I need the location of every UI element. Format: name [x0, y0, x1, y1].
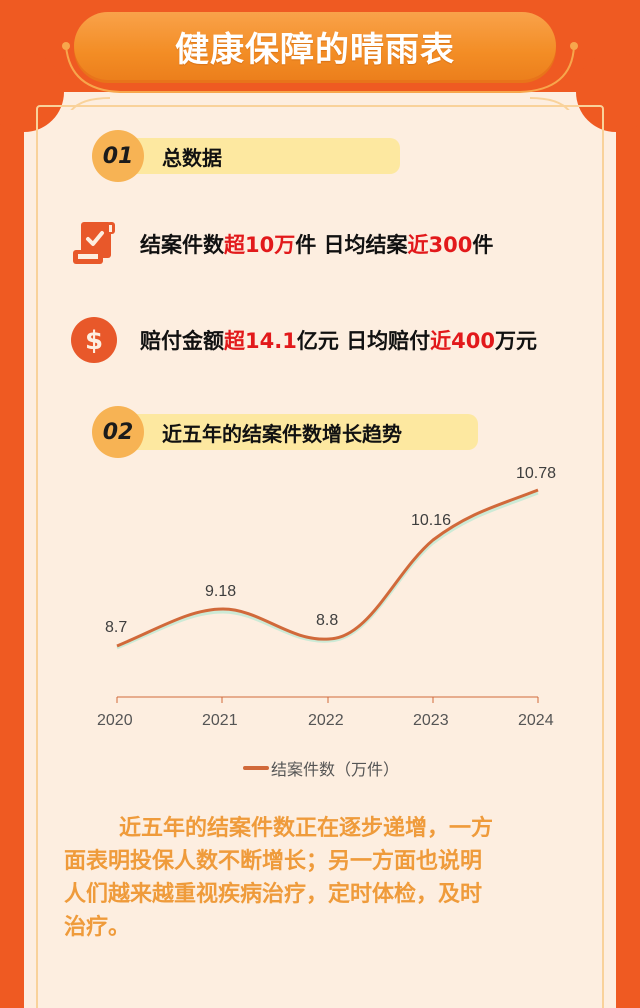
stat-highlight: 超10万	[224, 233, 296, 257]
stat-row-cases: 结案件数超10万件 日均结案近300件	[70, 220, 493, 268]
scroll-check-icon	[70, 220, 118, 268]
panel-inner-border	[36, 105, 604, 1008]
summary-line-text: 近五年的结案件数正在逐步递增，一方	[119, 816, 494, 841]
stat-label: 件	[472, 233, 494, 257]
summary-line: 近五年的结案件数正在逐步递增，一方	[64, 812, 584, 845]
title-banner: 健康保障的晴雨表	[74, 12, 556, 80]
stat-row-payout: $ 赔付金额超14.1亿元 日均赔付近400万元	[70, 316, 537, 364]
summary-line-text: 面表明投保人数不断增长；另一方面也说明	[64, 849, 483, 874]
frame-corner-right	[576, 52, 640, 132]
section-header-02: 02 近五年的结案件数增长趋势	[92, 406, 478, 458]
chart-legend: 结案件数（万件）	[243, 756, 399, 780]
stat-payout-text: 赔付金额超14.1亿元 日均赔付近400万元	[140, 325, 537, 355]
stat-highlight: 近400	[430, 329, 495, 353]
summary-line: 治疗。	[64, 911, 584, 944]
summary-paragraph: 近五年的结案件数正在逐步递增，一方 面表明投保人数不断增长；另一方面也说明 人们…	[64, 812, 584, 944]
page-title: 健康保障的晴雨表	[175, 29, 455, 70]
summary-line: 面表明投保人数不断增长；另一方面也说明	[64, 845, 584, 878]
dollar-circle-icon: $	[70, 316, 118, 364]
summary-line-text: 人们越来越重视疾病治疗，定时体检，及时	[64, 882, 483, 907]
stat-label: 结案件数	[140, 233, 224, 257]
legend-swatch	[243, 766, 269, 770]
svg-text:$: $	[85, 326, 103, 356]
stat-label: 万元	[494, 329, 537, 353]
summary-line-text: 治疗。	[64, 915, 131, 940]
legend-label: 结案件数（万件）	[271, 760, 400, 779]
stat-cases-text: 结案件数超10万件 日均结案近300件	[140, 229, 493, 259]
section-header-01: 01 总数据	[92, 130, 400, 182]
section-title: 总数据	[130, 138, 400, 174]
stat-label: 赔付金额	[140, 329, 224, 353]
section-number-badge: 02	[92, 406, 144, 458]
section-number-badge: 01	[92, 130, 144, 182]
stat-highlight: 超14.1	[224, 329, 297, 353]
stat-label: 件 日均结案	[295, 233, 408, 257]
summary-line: 人们越来越重视疾病治疗，定时体检，及时	[64, 878, 584, 911]
stat-highlight: 近300	[407, 233, 473, 257]
banner-rope-decoration	[62, 42, 578, 110]
section-title: 近五年的结案件数增长趋势	[130, 414, 478, 450]
frame-corner-left	[0, 52, 64, 132]
stat-label: 亿元 日均赔付	[296, 329, 431, 353]
